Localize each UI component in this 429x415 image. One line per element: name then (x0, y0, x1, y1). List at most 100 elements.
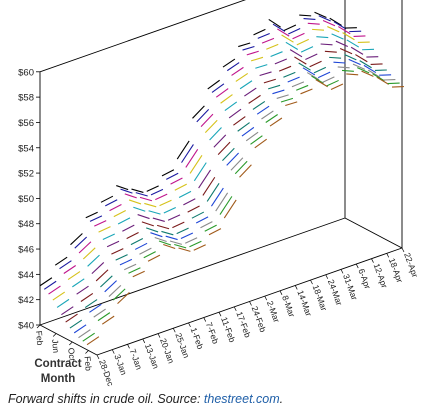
forward-curve-segment (331, 33, 344, 40)
date-tick-mark (249, 301, 252, 306)
forward-curve-segment (289, 49, 303, 58)
forward-curve-segment (85, 211, 98, 219)
forward-curve-segment (78, 329, 91, 339)
contract-axis-ticks: Feb Jun Oct Feb (34, 324, 94, 372)
forward-curve-segment (324, 50, 337, 53)
date-tick-mark (294, 285, 298, 290)
forward-curve-segment (158, 240, 172, 246)
forward-curve-segment (330, 83, 344, 90)
chart-area: $40 $42 $44 $46 $48 $50 $52 $54 $56 $58 $60 28-Dec… (18, 0, 420, 388)
y-tick-label: $56 (18, 118, 34, 129)
forward-curve-segment (180, 232, 194, 239)
forward-curve-segment (124, 193, 137, 199)
date-tick-label: 20-Jan (158, 337, 176, 365)
forward-curve-segment (145, 227, 159, 233)
forward-curve-segment (139, 247, 152, 255)
y-tick-label: $54 (18, 143, 34, 154)
forward-curve-segment (128, 199, 142, 205)
forward-curve-segment (292, 32, 305, 40)
forward-curve-segment (200, 113, 214, 127)
forward-curve-segment (56, 298, 70, 308)
forward-curve-segment (339, 47, 353, 55)
date-tick-mark (218, 312, 222, 317)
source-link[interactable]: thestreet.com (203, 392, 280, 406)
forward-curve-segment (109, 204, 122, 212)
forward-curve-segment (316, 36, 329, 39)
forward-curve-segment (157, 224, 170, 230)
forward-curve-segment (306, 72, 320, 81)
forward-curve-segment (263, 78, 276, 84)
forward-curve-segment (112, 288, 126, 301)
forward-curve-segment (219, 196, 233, 215)
forward-curve-segment (222, 58, 236, 68)
forward-curve-segment (61, 306, 74, 316)
date-tick-label: 1-Feb (189, 326, 206, 351)
forward-curve-segment (189, 240, 202, 248)
forward-curve-segment (174, 243, 187, 249)
forward-curve-segment (313, 66, 327, 74)
forward-curve-segment (105, 199, 118, 207)
forward-curve-segment (119, 258, 133, 266)
forward-curve-segment (337, 66, 350, 69)
forward-curve-segment (93, 308, 106, 318)
forward-curve-segment (196, 108, 210, 123)
forward-curve-segment (326, 79, 339, 87)
forward-curve-segment (303, 17, 316, 20)
forward-curve-segment (80, 293, 94, 302)
date-tick-label: 12-Apr (372, 262, 390, 290)
date-tick-label: 3-Jan (112, 353, 129, 377)
forward-curve-segment (70, 233, 83, 246)
forward-curve-segment (134, 242, 148, 250)
forward-curve-segment (100, 275, 113, 288)
forward-curve-segment (166, 172, 179, 180)
forward-curve-segment (69, 319, 83, 329)
forward-curve-segment (215, 192, 229, 212)
forward-curve-segment (143, 251, 156, 259)
forward-curve-segment (178, 190, 192, 199)
forward-curve-segment (239, 164, 252, 178)
forward-curve-segment (357, 67, 370, 74)
forward-curve-segment (318, 15, 331, 22)
forward-curve-segment (106, 240, 120, 248)
date-tick-mark (203, 317, 207, 322)
forward-curve-segment (333, 61, 346, 64)
forward-curve-segment (269, 117, 283, 127)
forward-curve-segment (123, 263, 137, 271)
forward-curve-segment (311, 75, 324, 84)
contract-tick-label: Oct (66, 347, 77, 362)
date-tick-label: 24-Feb (250, 305, 269, 334)
forward-curve-segment (139, 196, 153, 202)
forward-curve-segment (82, 247, 96, 260)
forward-curve-segment (163, 243, 176, 250)
forward-curve-segment (230, 157, 244, 171)
y-tick-label: $50 (18, 194, 34, 205)
forward-curve-segment (141, 221, 154, 227)
forward-curve-segment (210, 187, 224, 207)
forward-curve-segment (98, 226, 111, 233)
contract-tick-mark (85, 350, 89, 354)
forward-curve-segment (327, 26, 340, 33)
forward-curve-segment (154, 236, 167, 243)
date-tick-label: 18-Apr (387, 257, 405, 285)
forward-curve-segment (322, 76, 335, 83)
forward-curve-segment (94, 220, 107, 227)
forward-curve-segment (202, 176, 216, 196)
forward-curve-segment (131, 188, 144, 193)
date-tick-mark (386, 253, 390, 258)
forward-curve-segment (287, 76, 300, 83)
forward-curve-segment (363, 64, 377, 74)
forward-curve-segment (329, 17, 342, 26)
forward-curve-segment (130, 238, 144, 246)
figure-caption: Forward shifts in crude oil. Source: the… (8, 392, 428, 406)
forward-curve-segment (246, 50, 259, 56)
forward-curve-segment (100, 195, 114, 203)
date-tick-mark (157, 333, 161, 338)
forward-curve-segment (228, 108, 242, 119)
date-tick-label: 18-Mar (311, 283, 330, 312)
date-tick-label: 25-Jan (173, 332, 191, 360)
forward-curve-segment (250, 135, 263, 145)
forward-curve-segment (165, 235, 178, 241)
forward-curve-segment (67, 271, 81, 281)
date-tick-label: 6-Apr (356, 267, 373, 290)
y-tick-label: $58 (18, 93, 34, 104)
